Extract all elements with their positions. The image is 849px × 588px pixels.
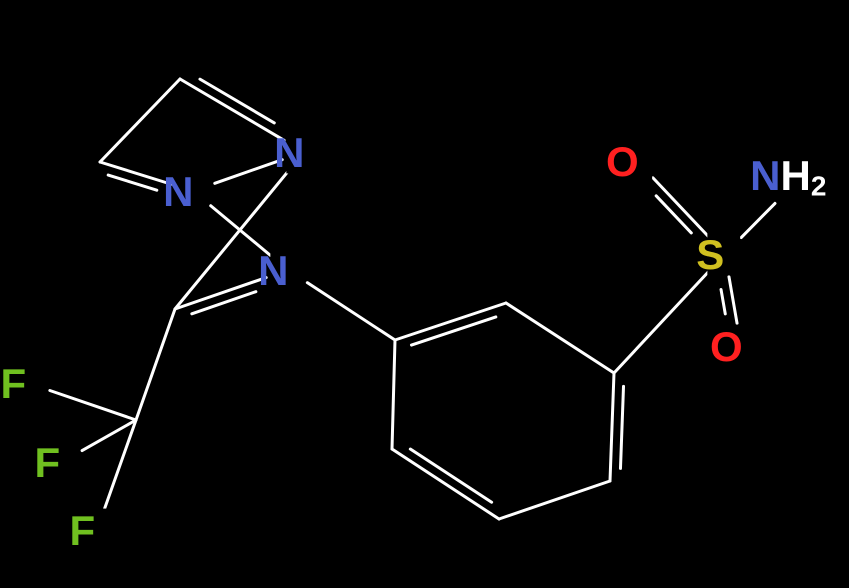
svg-text:O: O xyxy=(710,323,743,370)
atom-n: NH2 xyxy=(750,152,849,202)
bond xyxy=(307,283,395,340)
bond xyxy=(410,449,491,502)
bond xyxy=(180,79,284,140)
atom-n: N xyxy=(274,129,319,176)
svg-text:F: F xyxy=(69,507,95,554)
molecule-diagram: NNNFFFSOONH2 xyxy=(0,0,849,588)
bond xyxy=(200,79,274,123)
bond xyxy=(395,303,506,340)
bond xyxy=(192,292,256,314)
bond xyxy=(100,79,180,162)
svg-text:F: F xyxy=(34,439,60,486)
bonds-layer xyxy=(50,79,775,519)
bond xyxy=(729,277,737,323)
atom-n: N xyxy=(258,247,303,294)
bond xyxy=(614,271,709,373)
bond xyxy=(620,386,623,468)
atom-o: O xyxy=(606,138,652,185)
svg-text:N: N xyxy=(163,168,193,215)
atom-n: N xyxy=(163,168,208,215)
svg-text:N: N xyxy=(258,247,288,294)
bond xyxy=(105,420,136,508)
bond xyxy=(50,390,136,420)
atom-f: F xyxy=(69,507,112,554)
svg-text:N: N xyxy=(274,129,304,176)
bond xyxy=(499,481,610,519)
bond xyxy=(653,178,709,237)
bond xyxy=(610,373,614,481)
bond xyxy=(136,309,175,420)
bond xyxy=(741,203,775,237)
atom-s: S xyxy=(696,231,740,278)
atom-f: F xyxy=(0,360,43,407)
bond xyxy=(100,162,171,184)
bond xyxy=(506,303,614,373)
bond xyxy=(392,340,395,449)
bond xyxy=(721,290,725,314)
svg-text:O: O xyxy=(606,138,639,185)
bond xyxy=(392,449,499,519)
atom-o: O xyxy=(710,323,756,370)
atom-f: F xyxy=(34,439,77,486)
bond xyxy=(215,160,282,184)
svg-text:S: S xyxy=(696,231,724,278)
svg-text:F: F xyxy=(0,360,26,407)
